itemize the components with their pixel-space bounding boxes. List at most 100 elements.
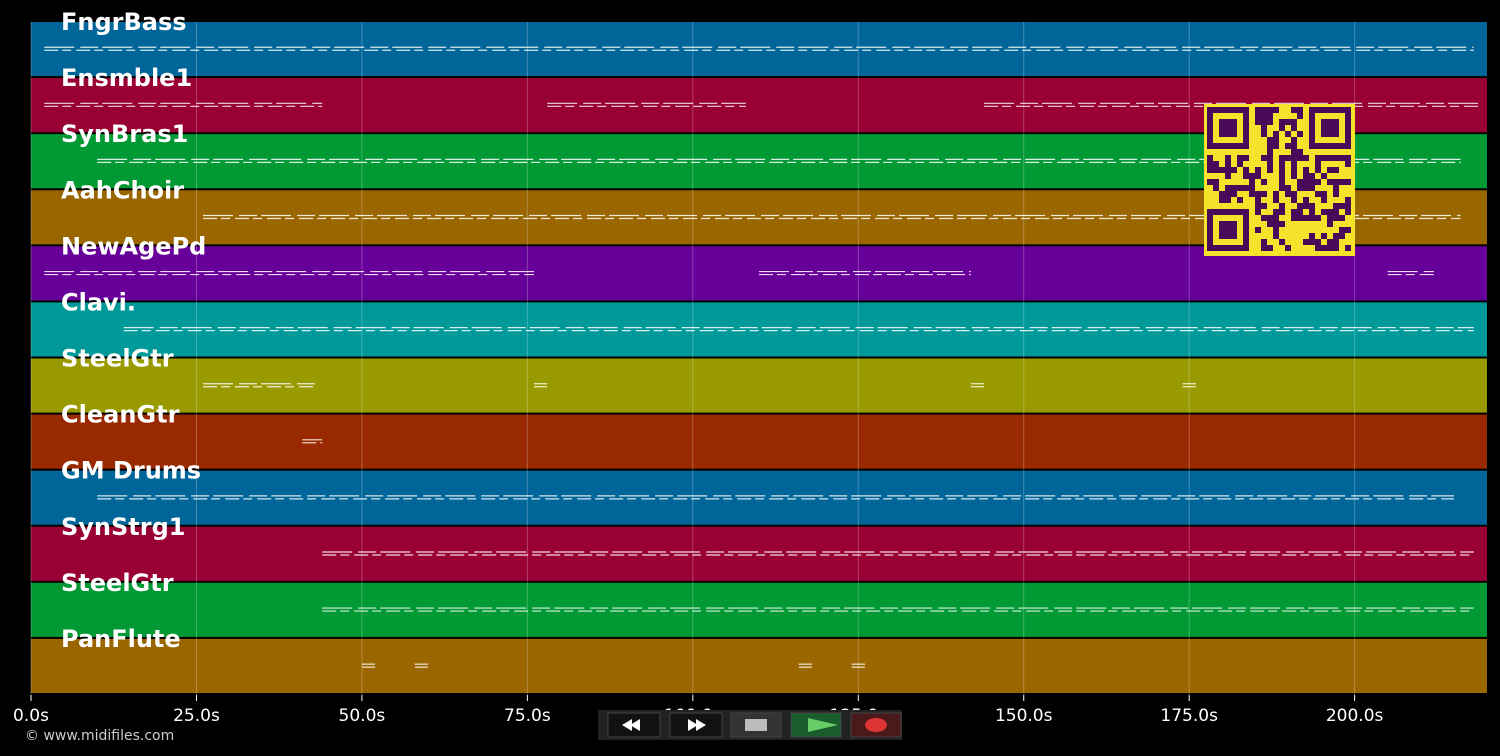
qr-module: [1267, 137, 1273, 143]
rewind-button[interactable]: [607, 712, 661, 738]
qr-module: [1297, 155, 1303, 161]
track-label: Clavi.: [61, 288, 136, 316]
qr-module: [1255, 119, 1261, 125]
qr-module: [1309, 209, 1315, 215]
qr-module: [1267, 149, 1273, 155]
qr-module: [1291, 197, 1297, 203]
track-label: FngrBass: [61, 8, 187, 36]
note-span: [533, 383, 548, 388]
qr-module: [1333, 155, 1339, 161]
track-row: [31, 414, 1487, 469]
qr-module: [1249, 191, 1255, 197]
qr-module: [1297, 131, 1303, 137]
qr-module: [1333, 179, 1339, 185]
qr-module: [1303, 155, 1309, 161]
qr-module: [1219, 197, 1225, 203]
qr-module: [1345, 179, 1351, 185]
track-row: [31, 526, 1487, 581]
qr-module: [1273, 197, 1279, 203]
stop-button[interactable]: [730, 712, 782, 738]
qr-module: [1243, 155, 1249, 161]
qr-module: [1279, 125, 1285, 131]
record-button[interactable]: [850, 712, 902, 738]
qr-module: [1225, 173, 1231, 179]
qr-module: [1339, 233, 1345, 239]
qr-module: [1345, 227, 1351, 233]
qr-module: [1315, 179, 1321, 185]
qr-module: [1273, 191, 1279, 197]
qr-module: [1207, 179, 1213, 185]
qr-module: [1213, 185, 1219, 191]
qr-module: [1279, 155, 1285, 161]
play-button[interactable]: [790, 712, 842, 738]
track-row: [31, 582, 1487, 637]
qr-module: [1237, 161, 1243, 167]
qr-module: [1225, 167, 1231, 173]
qr-module: [1345, 209, 1351, 215]
qr-module: [1243, 173, 1249, 179]
qr-module: [1327, 155, 1333, 161]
qr-module: [1279, 119, 1285, 125]
forward-button[interactable]: [669, 712, 723, 738]
qr-module: [1273, 227, 1279, 233]
qr-module: [1267, 215, 1273, 221]
qr-module: [1219, 167, 1225, 173]
tick-label: 150.0s: [995, 706, 1053, 726]
qr-module: [1333, 233, 1339, 239]
qr-module: [1297, 179, 1303, 185]
note-span: [970, 383, 985, 388]
note-span: [414, 663, 429, 668]
qr-module: [1297, 113, 1303, 119]
qr-module: [1321, 191, 1327, 197]
qr-module: [1231, 167, 1237, 173]
tick-label: 0.0s: [13, 706, 49, 726]
qr-module: [1291, 167, 1297, 173]
qr-module: [1279, 161, 1285, 167]
note-span: [322, 607, 1474, 612]
note-span: [1387, 270, 1435, 276]
qr-module: [1267, 161, 1273, 167]
qr-module: [1255, 197, 1261, 203]
qr-module: [1267, 167, 1273, 173]
qr-module: [1291, 155, 1297, 161]
qr-finder: [1219, 119, 1237, 137]
qr-module: [1345, 161, 1351, 167]
qr-module: [1291, 191, 1297, 197]
qr-module: [1315, 191, 1321, 197]
qr-module: [1333, 203, 1339, 209]
track-label: SynStrg1: [61, 513, 186, 541]
qr-module: [1273, 215, 1279, 221]
qr-module: [1273, 137, 1279, 143]
qr-module: [1243, 185, 1249, 191]
qr-module: [1273, 143, 1279, 149]
qr-module: [1309, 215, 1315, 221]
qr-module: [1261, 155, 1267, 161]
qr-finder: [1219, 221, 1237, 239]
qr-module: [1327, 167, 1333, 173]
qr-module: [1279, 185, 1285, 191]
qr-module: [1225, 161, 1231, 167]
qr-module: [1261, 191, 1267, 197]
qr-module: [1321, 233, 1327, 239]
qr-module: [1273, 107, 1279, 113]
qr-module: [1333, 191, 1339, 197]
note-span: [547, 102, 746, 107]
qr-module: [1309, 239, 1315, 245]
qr-module: [1327, 215, 1333, 221]
qr-module: [1321, 197, 1327, 203]
qr-module: [1255, 167, 1261, 173]
qr-module: [1291, 137, 1297, 143]
qr-module: [1237, 155, 1243, 161]
qr-module: [1315, 161, 1321, 167]
track-row: [31, 358, 1487, 413]
track-row: [31, 638, 1487, 693]
qr-module: [1345, 197, 1351, 203]
qr-module: [1345, 203, 1351, 209]
note-span: [97, 158, 1461, 164]
qr-module: [1333, 185, 1339, 191]
qr-module: [1309, 203, 1315, 209]
qr-module: [1297, 149, 1303, 155]
qr-module: [1255, 107, 1261, 113]
track-label: CleanGtr: [61, 401, 180, 429]
qr-module: [1303, 215, 1309, 221]
